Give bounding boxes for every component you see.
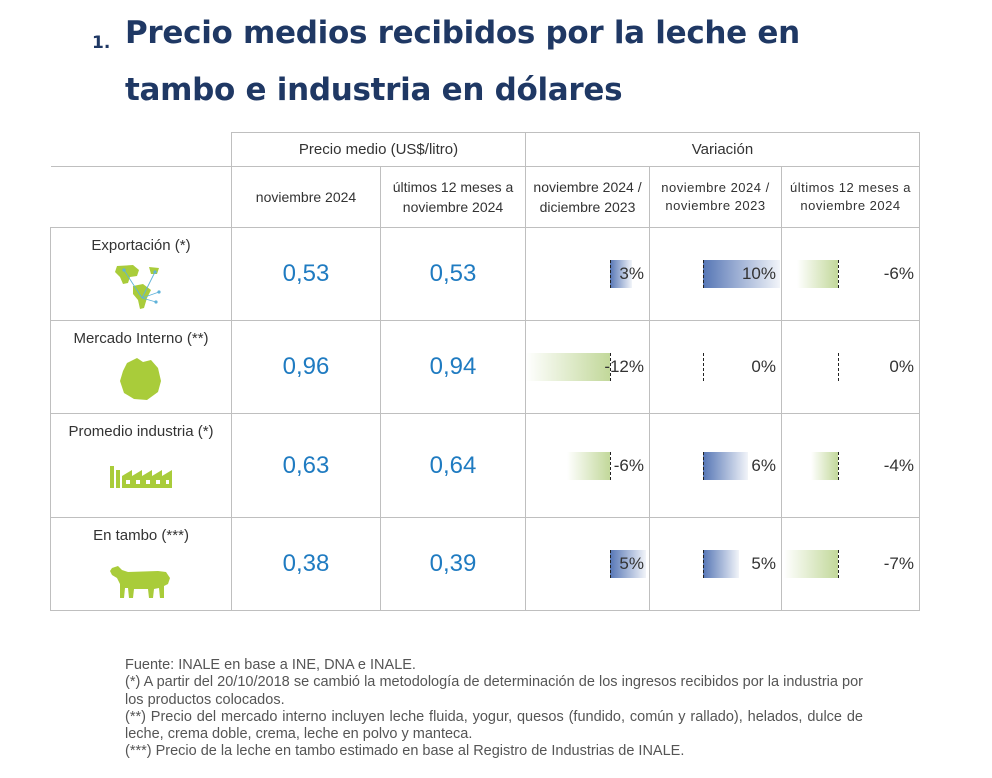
- table-row: Promedio industria (*) 0,63 0,64 -6% 6%: [50, 413, 920, 518]
- price-nov: 0,38: [231, 517, 381, 611]
- var-cell: -4%: [781, 413, 920, 518]
- variation-value: 3%: [619, 264, 644, 283]
- row-category: Mercado Interno (**): [50, 320, 232, 414]
- header-var-12-months: últimos 12 meses a noviembre 2024: [781, 166, 920, 228]
- variation-value: -6%: [883, 264, 914, 283]
- price-nov: 0,96: [231, 320, 381, 414]
- var-cell: -6%: [525, 413, 650, 518]
- var-cell: 3%: [525, 227, 650, 321]
- footnote-1: (*) A partir del 20/10/2018 se cambió la…: [125, 674, 863, 708]
- var-cell: 5%: [525, 517, 650, 611]
- var-cell: 0%: [649, 320, 782, 414]
- variation-bar: [703, 550, 739, 578]
- price-12m: 0,39: [380, 517, 526, 611]
- variation-value: -12%: [604, 357, 644, 376]
- variation-axis: [838, 353, 839, 381]
- variation-axis: [610, 353, 611, 381]
- var-cell: 0%: [781, 320, 920, 414]
- page-title-line-2: tambo e industria en dólares: [125, 72, 623, 108]
- var-cell: -7%: [781, 517, 920, 611]
- price-12m: 0,53: [380, 227, 526, 321]
- footnote-3: (***) Precio de la leche en tambo estima…: [125, 743, 685, 760]
- footnote-2: (**) Precio del mercado interno incluyen…: [125, 708, 863, 743]
- variation-axis: [703, 260, 704, 288]
- header-variation-group: Variación: [525, 132, 920, 167]
- variation-axis: [703, 353, 704, 381]
- variation-bar: [526, 353, 610, 381]
- header-nov-2024: noviembre 2024: [231, 166, 381, 228]
- variation-value: 5%: [751, 554, 776, 573]
- table-row: En tambo (***) 0,38 0,39 5% 5% -7%: [50, 517, 920, 611]
- variation-axis: [838, 550, 839, 578]
- variation-bar: [703, 451, 748, 480]
- variation-bar: [703, 260, 780, 288]
- section-number: 1.: [92, 33, 111, 53]
- var-cell: 5%: [649, 517, 782, 611]
- variation-bar: [610, 550, 646, 578]
- footnotes: Fuente: INALE en base a INE, DNA e INALE…: [125, 657, 863, 761]
- variation-value: 6%: [751, 455, 776, 475]
- price-nov: 0,63: [231, 413, 381, 518]
- variation-value: -7%: [883, 554, 914, 573]
- var-cell: -6%: [781, 227, 920, 321]
- row-category: Exportación (*): [50, 227, 232, 321]
- row-label: Exportación (*): [91, 237, 191, 254]
- variation-value: -6%: [613, 455, 644, 475]
- variation-bar: [610, 260, 632, 288]
- variation-axis: [610, 451, 611, 480]
- header-price-group: Precio medio (US$/litro): [231, 132, 526, 167]
- factory-icon: [110, 466, 172, 488]
- variation-value: 10%: [741, 264, 776, 283]
- variation-axis: [610, 260, 611, 288]
- row-label: Promedio industria (*): [68, 423, 214, 440]
- row-label: En tambo (***): [93, 527, 189, 544]
- header-var-nov-dic: noviembre 2024 / diciembre 2023: [525, 166, 650, 228]
- variation-axis: [703, 451, 704, 480]
- variation-value: -4%: [883, 455, 914, 475]
- price-table: Precio medio (US$/litro) Variación novie…: [50, 132, 920, 611]
- variation-bar: [784, 550, 838, 578]
- header-blank-cell: [50, 132, 232, 167]
- variation-value: 0%: [751, 357, 776, 376]
- variation-axis: [703, 550, 704, 578]
- price-12m: 0,64: [380, 413, 526, 518]
- cow-icon: [110, 566, 170, 598]
- footnote-source: Fuente: INALE en base a INE, DNA e INALE…: [125, 657, 416, 673]
- variation-axis: [838, 451, 839, 480]
- price-nov: 0,53: [231, 227, 381, 321]
- variation-bar: [567, 451, 610, 480]
- var-cell: 6%: [649, 413, 782, 518]
- world-map-icon: [115, 265, 161, 309]
- variation-axis: [838, 260, 839, 288]
- price-12m: 0,94: [380, 320, 526, 414]
- header-var-nov-nov: noviembre 2024 / noviembre 2023: [649, 166, 782, 228]
- page-title-line-1: Precio medios recibidos por la leche en: [125, 15, 800, 51]
- row-category: Promedio industria (*): [50, 413, 232, 518]
- var-cell: -12%: [525, 320, 650, 414]
- variation-bar: [811, 451, 838, 480]
- uruguay-map-icon: [120, 358, 161, 400]
- variation-axis: [610, 550, 611, 578]
- variation-bar: [797, 260, 838, 288]
- table-row: Mercado Interno (**) 0,96 0,94 -12% 0% 0…: [50, 320, 920, 414]
- header-blank-cell: [50, 166, 232, 228]
- row-category: En tambo (***): [50, 517, 232, 611]
- row-label: Mercado Interno (**): [73, 330, 209, 347]
- header-12-months: últimos 12 meses a noviembre 2024: [380, 166, 526, 228]
- variation-value: 5%: [619, 554, 644, 573]
- table-row: Exportación (*) 0,53 0,53 3% 10% -: [50, 227, 920, 321]
- var-cell: 10%: [649, 227, 782, 321]
- variation-value: 0%: [889, 357, 914, 376]
